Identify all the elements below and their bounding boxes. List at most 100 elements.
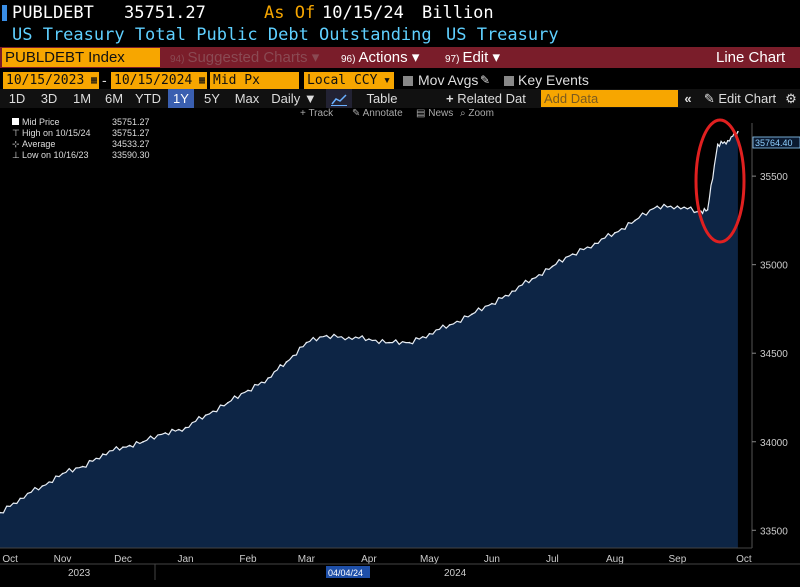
data-point (551, 265, 554, 268)
data-point (531, 278, 533, 280)
actions-num: 96) (341, 54, 356, 65)
news-tool[interactable]: ▤ News (416, 108, 454, 119)
currency-select[interactable]: Local CCY ▾ (304, 72, 394, 89)
calendar-icon: ▦ (90, 75, 97, 86)
chart-type-label[interactable]: Line Chart (716, 49, 786, 66)
news-label: News (428, 108, 454, 119)
y-tick-label: 33500 (760, 526, 788, 537)
edit-menu[interactable]: 97) Edit ▾ (445, 48, 500, 67)
edit-num: 97) (445, 54, 460, 65)
as-of-label: As Of (264, 3, 316, 23)
y-axis: 33500 34000 34500 35000 35500 (751, 123, 788, 548)
last-value-tag: 35764.40 (752, 136, 800, 149)
track-tool[interactable]: + Track (300, 108, 334, 119)
start-date-value: 10/15/2023 (6, 73, 85, 88)
security-field[interactable]: PUBLDEBT Index (2, 48, 160, 67)
x-tick-label: Jun (484, 554, 500, 565)
x-tick-label: May (420, 554, 439, 565)
y-tick-label: 34500 (760, 349, 788, 360)
data-point (408, 341, 411, 344)
legend-high-icon: ⊤ (12, 128, 20, 138)
table-button[interactable]: Table (366, 91, 398, 106)
source-label: US Treasury (446, 25, 559, 45)
period-ytd-button[interactable]: YTD (135, 91, 161, 106)
security-description: US Treasury Total Public Debt Outstandin… (12, 25, 432, 45)
data-point (102, 453, 104, 455)
zoom-tool[interactable]: ⌕ Zoom (460, 108, 494, 119)
gear-icon[interactable]: ⚙ (785, 91, 797, 106)
currency-value: Local CCY (307, 73, 378, 88)
mov-avgs-checkbox[interactable] (403, 76, 413, 86)
x-tick-label: Jul (546, 554, 559, 565)
pencil-icon[interactable]: ✎ (480, 73, 491, 87)
related-data-label: Related Dat (457, 91, 526, 106)
legend-value-high: 35751.27 (112, 128, 150, 138)
x-year-2024: 2024 (444, 568, 467, 579)
x-tick-label: Dec (114, 554, 132, 565)
edit-chart-label: Edit Chart (718, 91, 777, 106)
x-tick-label: Jan (177, 554, 193, 565)
period-5y-button[interactable]: 5Y (204, 91, 220, 106)
field-select[interactable]: Mid Px (210, 72, 299, 89)
legend-value-low: 33590.30 (112, 150, 150, 160)
data-point (614, 232, 616, 234)
range-dash: - (102, 72, 107, 88)
data-point (388, 341, 390, 344)
related-data-button[interactable]: + Related Dat (446, 89, 540, 108)
data-point (19, 497, 22, 500)
suggested-num: 94) (170, 54, 185, 65)
x-year-2023: 2023 (68, 568, 91, 579)
description-bar: US Treasury Total Public Debt Outstandin… (0, 25, 800, 45)
add-data-input[interactable]: Add Data (541, 90, 678, 107)
data-point (511, 290, 513, 293)
last-value-label: 35764.40 (755, 138, 793, 148)
period-1y-button[interactable]: 1Y (168, 89, 194, 108)
x-tick-label: Sep (669, 554, 687, 565)
data-point (41, 485, 44, 487)
x-tick-label: Feb (239, 554, 257, 565)
period-3d-button[interactable]: 3D (40, 91, 58, 106)
end-date-input[interactable]: 10/15/2024 ▦ (111, 72, 207, 89)
period-6m-button[interactable]: 6M (104, 91, 124, 106)
data-point (305, 341, 308, 344)
period-1d-button[interactable]: 1D (8, 91, 26, 106)
data-point (81, 465, 84, 468)
data-point (285, 361, 288, 363)
data-point (634, 219, 636, 222)
data-point (227, 402, 229, 404)
data-point (247, 389, 249, 392)
suggested-charts-menu[interactable]: 94) Suggested Charts ▾ (170, 48, 319, 67)
key-events-checkbox[interactable] (504, 76, 514, 86)
x-tick-label: Aug (606, 554, 624, 565)
line-chart-icon[interactable] (326, 89, 352, 108)
actions-menu[interactable]: 96) Actions ▾ (341, 48, 419, 67)
x-tick-label: Oct (2, 554, 18, 565)
legend-low-icon: ⊥ (12, 150, 20, 160)
legend-label-avg: Average (22, 139, 55, 149)
unit-label: Billion (422, 3, 494, 23)
period-max-button[interactable]: Max (234, 91, 260, 106)
ticker-symbol: PUBLDEBT (12, 3, 94, 23)
period-1m-button[interactable]: 1M (72, 91, 92, 106)
calendar-icon: ▦ (198, 75, 205, 86)
legend-avg-icon: ⊹ (12, 139, 20, 149)
legend-label-high: High on 10/15/24 (22, 128, 91, 138)
frequency-select[interactable]: Daily ▼ (271, 91, 317, 106)
edit-chart-button[interactable]: ✎ Edit Chart (700, 89, 780, 108)
data-point (325, 334, 328, 337)
chart-toolbar: PUBLDEBT Index 94) Suggested Charts ▾ 96)… (0, 47, 800, 68)
collapse-icon[interactable]: « (684, 91, 692, 106)
data-point (491, 302, 493, 305)
date-range-bar: 10/15/2023 ▦ - 10/15/2024 ▦ Mid Px Local… (0, 71, 800, 90)
chart-legend: Mid Price 35751.27 ⊤ High on 10/15/24 35… (12, 117, 150, 160)
track-label: Track (308, 108, 334, 119)
annotate-tool[interactable]: ✎ Annotate (352, 108, 403, 119)
start-date-input[interactable]: 10/15/2023 ▦ (3, 72, 99, 89)
data-point (448, 324, 451, 326)
mov-avgs-label: Mov Avgs (418, 72, 479, 88)
caret-down-icon: ▾ (411, 49, 420, 66)
suggested-label: Suggested Charts (187, 49, 308, 66)
y-tick-label: 35000 (760, 261, 788, 272)
zoom-label: Zoom (468, 108, 494, 119)
